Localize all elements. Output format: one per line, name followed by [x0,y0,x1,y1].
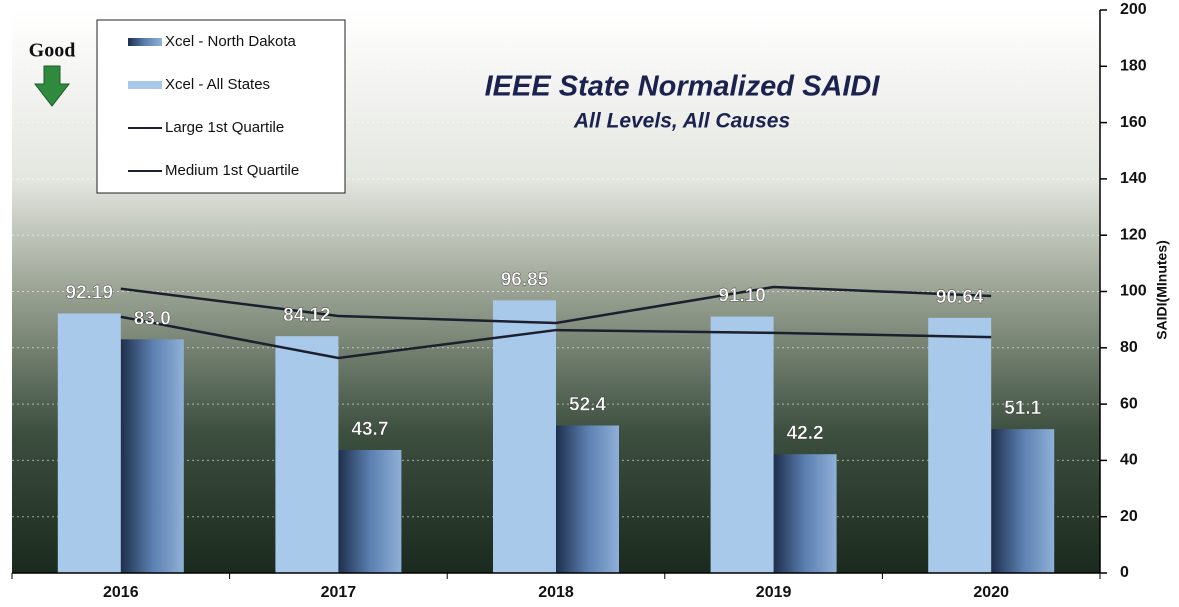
legend-label: Xcel - All States [165,76,270,93]
legend-swatch [128,38,162,46]
good-arrow [33,65,71,107]
y-tick-label: 60 [1120,395,1138,412]
bar [773,454,837,573]
y-tick-label: 120 [1120,226,1147,243]
line [120,285,992,325]
bar [275,336,339,573]
bar [338,449,402,573]
bar [493,300,556,573]
value-label: 52.4 [569,395,606,416]
y-tick-label: 0 [1120,564,1129,581]
chart-subtitle: All Levels, All Causes [573,110,790,133]
y-tick-label: 200 [1120,1,1147,18]
legend-label: Xcel - North Dakota [165,33,297,50]
x-tick-label: 2016 [103,584,139,601]
value-label: 42.2 [787,423,824,444]
value-label: 90.64 [936,287,984,308]
x-tick-label: 2020 [973,584,1009,601]
legend-label: Large 1st Quartile [165,119,284,136]
annotation: Good [29,40,76,62]
legend-swatch [128,81,162,89]
line [120,315,992,360]
bar [710,316,774,573]
x-tick-label: 2018 [538,584,574,601]
x-tick-label: 2019 [756,584,792,601]
value-label: 83.0 [134,308,171,329]
y-axis-label: SAIDI(MInutes) [1154,240,1170,340]
y-tick-label: 140 [1120,170,1147,187]
y-tick-label: 100 [1120,283,1147,300]
value-label: 91.10 [718,286,766,307]
chart-title: IEEE State Normalized SAIDI [485,71,881,103]
value-label: 43.7 [351,419,388,440]
y-tick-label: 20 [1120,508,1138,525]
bar [57,313,121,573]
bar [928,317,992,573]
legend-label: Medium 1st Quartile [165,162,299,179]
value-label: 51.1 [1004,398,1041,419]
value-label: 92.19 [66,283,114,304]
value-label: 84.12 [283,305,331,326]
value-label: 96.85 [501,269,549,290]
bar [556,425,619,573]
y-tick-label: 180 [1120,58,1147,75]
legend [96,19,346,194]
bar [120,339,184,573]
y-tick-label: 80 [1120,339,1138,356]
x-tick-label: 2017 [321,584,357,601]
y-tick-label: 160 [1120,114,1147,131]
y-tick-label: 40 [1120,452,1138,469]
bar [991,429,1055,573]
